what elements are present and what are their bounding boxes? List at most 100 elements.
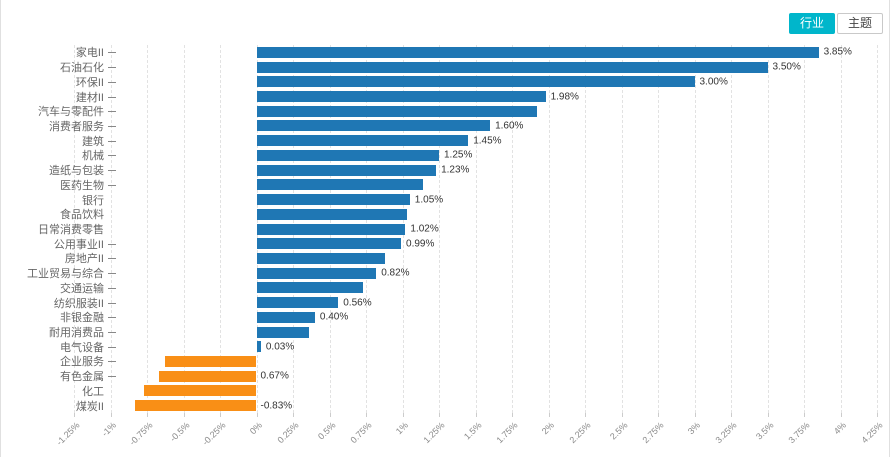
value-label: 1.45% bbox=[473, 135, 502, 147]
y-axis-tick bbox=[108, 67, 116, 69]
bar[interactable] bbox=[256, 267, 377, 279]
bar[interactable] bbox=[256, 282, 364, 294]
value-label: 0.03% bbox=[265, 341, 295, 353]
bar[interactable] bbox=[256, 326, 310, 338]
bar[interactable] bbox=[135, 400, 257, 412]
y-axis-tick bbox=[108, 184, 116, 186]
category-label: 食品饮料 bbox=[60, 209, 104, 222]
x-axis-tick-label: 0.5% bbox=[315, 420, 338, 442]
x-axis-tick-label: 3% bbox=[686, 420, 703, 437]
bar[interactable] bbox=[256, 252, 385, 264]
category-label: 银行 bbox=[82, 194, 104, 207]
value-label: 0.67% bbox=[260, 370, 289, 382]
bar[interactable] bbox=[256, 297, 339, 309]
category-label: 企业服务 bbox=[60, 356, 104, 369]
tab-theme[interactable]: 主题 bbox=[836, 13, 883, 34]
gridline bbox=[147, 45, 148, 413]
y-axis-tick bbox=[108, 155, 116, 157]
bar[interactable] bbox=[256, 91, 546, 103]
y-axis-tick bbox=[108, 52, 116, 54]
bar[interactable] bbox=[256, 105, 537, 117]
bar[interactable] bbox=[256, 46, 819, 58]
tab-industry[interactable]: 行业 bbox=[788, 13, 835, 34]
x-axis-tick-label: 2.25% bbox=[567, 420, 594, 446]
category-label: 造纸与包装 bbox=[49, 165, 104, 178]
gridline bbox=[804, 45, 805, 413]
gridline bbox=[877, 45, 878, 413]
bar[interactable] bbox=[256, 135, 469, 147]
x-axis-tick-label: 0.75% bbox=[348, 420, 375, 446]
x-axis-tick bbox=[694, 413, 696, 417]
value-label: 0.99% bbox=[406, 238, 435, 250]
category-label: 消费者服务 bbox=[49, 120, 104, 133]
bar[interactable] bbox=[144, 385, 257, 397]
category-label: 工业贸易与综合 bbox=[27, 268, 104, 281]
category-label: 石油石化 bbox=[60, 62, 104, 75]
bar[interactable] bbox=[256, 61, 768, 73]
x-axis-tick-label: 4.25% bbox=[859, 420, 886, 446]
bar[interactable] bbox=[256, 149, 439, 161]
x-axis-tick-label: 3.25% bbox=[713, 420, 740, 446]
bar[interactable] bbox=[256, 341, 261, 353]
category-label: 耐用消费品 bbox=[49, 327, 104, 340]
x-axis-tick-label: 1.25% bbox=[421, 420, 448, 446]
x-axis-tick-label: 0% bbox=[248, 420, 265, 437]
x-axis-tick bbox=[767, 413, 769, 417]
value-label: 0.40% bbox=[319, 311, 349, 323]
bar[interactable] bbox=[158, 370, 257, 382]
category-label: 建筑 bbox=[82, 135, 104, 148]
gridline bbox=[548, 45, 550, 413]
gridline bbox=[840, 45, 842, 413]
x-axis-tick bbox=[329, 413, 331, 417]
x-axis-tick bbox=[585, 413, 586, 417]
value-label: 0.56% bbox=[343, 297, 372, 309]
category-label: 纺织服装II bbox=[53, 297, 104, 310]
value-label: 1.60% bbox=[495, 120, 524, 132]
bar[interactable] bbox=[256, 76, 695, 88]
x-axis-tick-label: 0.25% bbox=[275, 420, 302, 446]
bar[interactable] bbox=[256, 120, 491, 132]
value-label: 1.23% bbox=[441, 164, 470, 176]
category-label: 公用事业II bbox=[53, 238, 104, 251]
bar[interactable] bbox=[164, 355, 257, 367]
x-axis-tick-label: 2.75% bbox=[640, 420, 667, 446]
value-label: 0.82% bbox=[381, 267, 410, 279]
x-axis-tick bbox=[731, 413, 732, 417]
bar[interactable] bbox=[256, 164, 437, 176]
value-label: 1.98% bbox=[550, 91, 579, 103]
x-axis-tick-label: 1.75% bbox=[494, 420, 521, 446]
y-axis-tick bbox=[108, 258, 116, 260]
value-label: 3.85% bbox=[823, 46, 852, 58]
category-label: 医药生物 bbox=[60, 179, 104, 192]
value-label: 1.02% bbox=[410, 223, 439, 235]
bar[interactable] bbox=[256, 194, 410, 206]
bar[interactable] bbox=[256, 208, 407, 220]
gridline bbox=[439, 45, 440, 413]
bar[interactable] bbox=[256, 311, 315, 323]
gridline bbox=[621, 45, 623, 413]
category-label: 汽车与零配件 bbox=[38, 106, 104, 119]
value-label: 3.00% bbox=[699, 76, 728, 88]
category-label: 煤炭II bbox=[75, 400, 104, 413]
x-axis-tick-label: -1% bbox=[100, 420, 119, 439]
category-label: 家电II bbox=[75, 47, 104, 60]
category-label: 环保II bbox=[75, 76, 104, 89]
gridline bbox=[183, 45, 185, 413]
category-label: 有色金属 bbox=[60, 371, 104, 384]
category-label: 化工 bbox=[82, 385, 104, 398]
y-axis-tick bbox=[108, 346, 116, 348]
x-axis-tick-label: -1.25% bbox=[54, 420, 83, 448]
x-axis-tick bbox=[74, 413, 75, 417]
x-axis-tick-label: 3.75% bbox=[786, 420, 813, 446]
bar[interactable] bbox=[256, 238, 402, 250]
bar[interactable] bbox=[256, 223, 406, 235]
x-axis-tick bbox=[804, 413, 805, 417]
y-axis-tick bbox=[108, 111, 116, 113]
x-axis-tick-label: 3.5% bbox=[753, 420, 776, 442]
bar[interactable] bbox=[256, 179, 423, 191]
gridline bbox=[585, 45, 586, 413]
category-label: 日常消费零售 bbox=[38, 224, 104, 236]
x-axis-tick-label: -0.5% bbox=[167, 420, 192, 444]
x-axis-tick bbox=[366, 413, 367, 417]
